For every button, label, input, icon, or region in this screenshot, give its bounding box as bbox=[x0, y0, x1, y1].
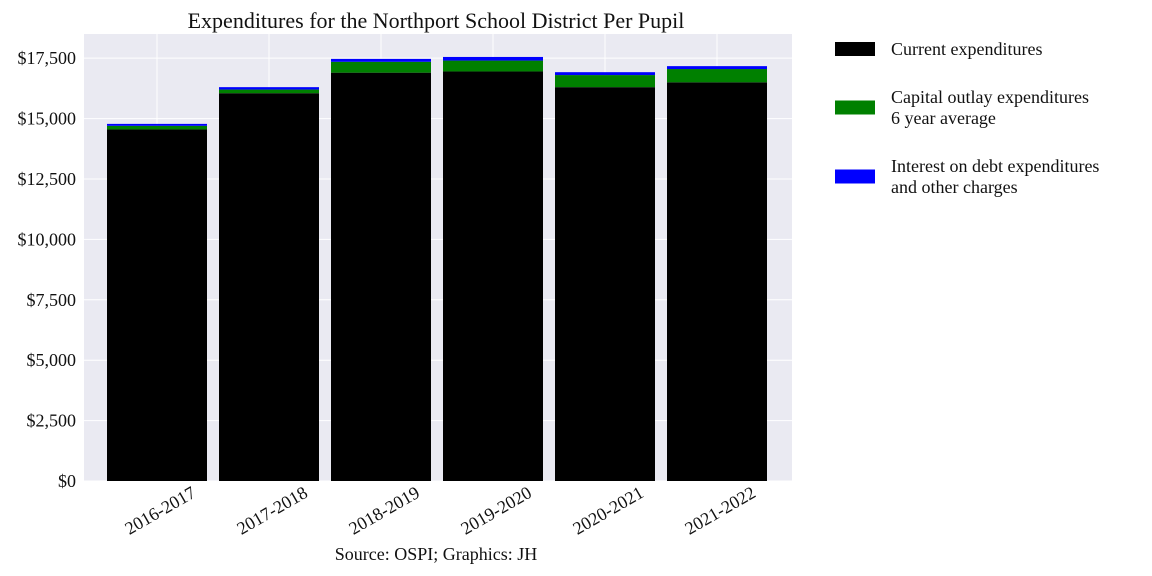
x-tick-label: 2020-2021 bbox=[569, 482, 647, 538]
x-tick-label: 2018-2019 bbox=[345, 482, 423, 538]
y-tick-label: $12,500 bbox=[18, 169, 77, 189]
bar-segment bbox=[331, 72, 431, 482]
bar-segment bbox=[555, 75, 655, 88]
bar-segment bbox=[219, 89, 319, 94]
legend-label: Interest on debt expenditures bbox=[891, 156, 1099, 176]
legend-swatch bbox=[835, 42, 875, 56]
bar-segment bbox=[443, 60, 543, 72]
bars bbox=[107, 56, 767, 482]
chart-title: Expenditures for the Northport School Di… bbox=[188, 8, 685, 33]
bar-segment bbox=[555, 72, 655, 76]
y-tick-label: $10,000 bbox=[18, 229, 77, 249]
bar-segment bbox=[219, 87, 319, 90]
x-axis: 2016-2017 2017-2018 2018-2019 2019-2020 2020… bbox=[121, 482, 759, 538]
bar-segment bbox=[443, 71, 543, 481]
x-tick-label: 2021-2022 bbox=[681, 482, 759, 538]
bar-segment bbox=[667, 66, 767, 70]
bar-segment bbox=[107, 129, 207, 481]
y-tick-label: $7,500 bbox=[27, 290, 77, 310]
y-tick-label: $5,000 bbox=[27, 350, 77, 370]
bar-segment bbox=[331, 61, 431, 73]
bar-segment bbox=[331, 58, 431, 62]
legend-label: 6 year average bbox=[891, 108, 996, 128]
legend-label: Current expenditures bbox=[891, 39, 1042, 59]
bar-segment bbox=[667, 82, 767, 481]
bar-segment bbox=[555, 87, 655, 482]
x-tick-label: 2017-2018 bbox=[233, 482, 311, 538]
x-tick-label: 2019-2020 bbox=[457, 482, 535, 538]
legend-label: and other charges bbox=[891, 177, 1018, 197]
legend: Current expenditures Capital outlay expen… bbox=[835, 39, 1099, 197]
x-tick-label: 2016-2017 bbox=[121, 482, 199, 538]
legend-label: Capital outlay expenditures bbox=[891, 87, 1089, 107]
legend-swatch bbox=[835, 169, 875, 184]
y-tick-label: $17,500 bbox=[18, 48, 77, 68]
y-tick-label: $2,500 bbox=[27, 411, 77, 431]
bar-segment bbox=[219, 93, 319, 481]
y-tick-label: $0 bbox=[58, 471, 76, 491]
source-note: Source: OSPI; Graphics: JH bbox=[335, 544, 537, 564]
y-tick-label: $15,000 bbox=[18, 109, 77, 129]
legend-swatch bbox=[835, 100, 875, 115]
y-axis: $0 $2,500 $5,000 $7,500 $10,000 $12,500 $15,00… bbox=[18, 48, 77, 491]
bar-segment bbox=[667, 69, 767, 83]
bar-segment bbox=[107, 125, 207, 130]
bar-segment bbox=[443, 56, 543, 61]
bar-segment bbox=[107, 123, 207, 126]
